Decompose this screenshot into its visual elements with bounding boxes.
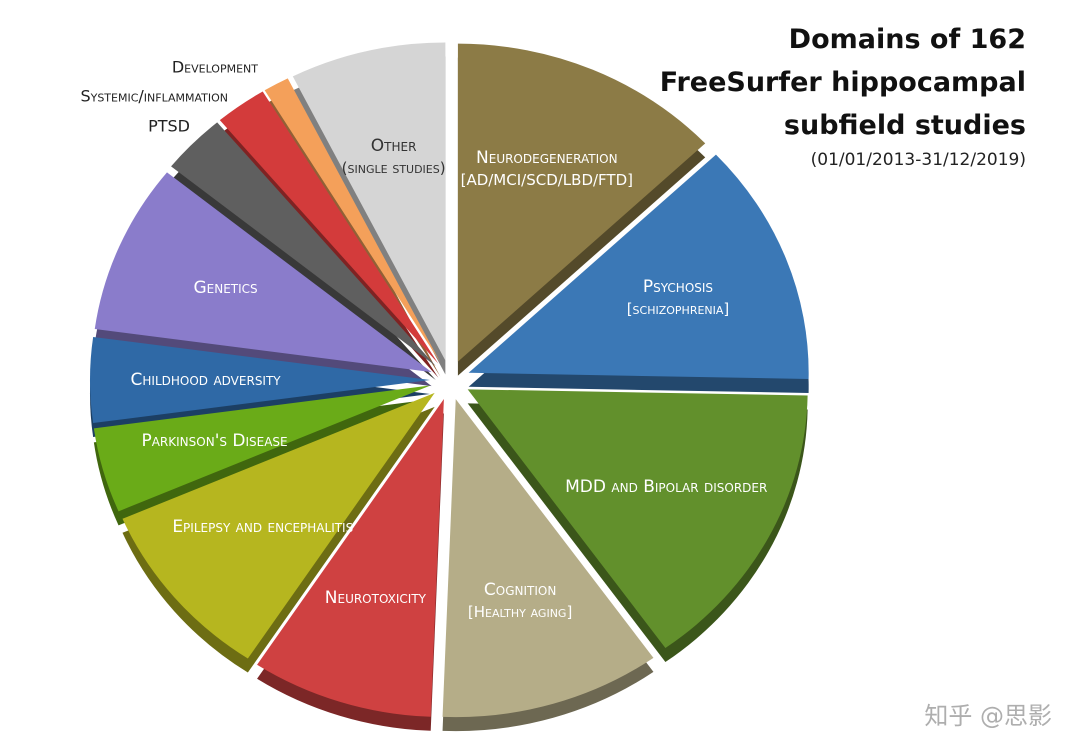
slice-label-box: Childhood adversity [91, 345, 321, 415]
slice [264, 78, 441, 363]
slice-label: Parkinson's Disease [100, 407, 330, 477]
slice-label: PTSD [148, 117, 190, 136]
slice [93, 385, 431, 512]
slice [457, 43, 706, 362]
slice-sublabel: (single studies) [341, 158, 446, 177]
slice-label-box: Neurotoxicity [260, 564, 490, 634]
slice-label: Other (single studies) [279, 121, 509, 191]
slice-label-text: Psychosis [642, 276, 714, 297]
slice-label: Epilepsy and encephalitis [148, 493, 378, 563]
slice [122, 392, 435, 659]
slice-label-text: Neurodegeneration [476, 148, 618, 169]
slice-sublabel: [Healthy aging] [467, 602, 573, 621]
slice-label-box: Neurodegeneration [AD/MCI/SCD/LBD/FTD] [432, 134, 662, 204]
slice [171, 122, 436, 366]
slice-label-text: MDD and Bipolar disorder [565, 476, 768, 497]
slice [94, 172, 432, 373]
slice-label-box: Genetics [111, 254, 341, 324]
chart-title: Domains of 162 FreeSurfer hippocampal su… [659, 24, 1026, 142]
slice-label-text: Neurotoxicity [324, 588, 426, 609]
slice-label: Cognition [Healthy aging] [405, 565, 635, 635]
slice-label: Psychosis [schizophrenia] [563, 262, 793, 332]
slice [467, 389, 808, 649]
slice-label-box: Parkinson's Disease [100, 407, 330, 477]
slice-label-text: Childhood adversity [130, 369, 281, 390]
slice-label-box: MDD and Bipolar disorder [551, 452, 781, 522]
slice-label: Neurodegeneration [AD/MCI/SCD/LBD/FTD] [432, 134, 662, 204]
slice-label-text: Cognition [483, 579, 557, 600]
slice-label-box: Cognition [Healthy aging] [405, 565, 635, 635]
slice-label-box: Other (single studies) [279, 121, 509, 191]
slice [468, 154, 809, 379]
slice-label: Development [172, 58, 258, 77]
slice-label-box: Psychosis [schizophrenia] [563, 262, 793, 332]
slice-label: Neurotoxicity [260, 564, 490, 634]
slice [219, 91, 439, 364]
slice-label: Childhood adversity [91, 345, 321, 415]
slice-label-text: Epilepsy and encephalitis [172, 517, 354, 538]
slice-label-text: Other [370, 135, 417, 156]
slice-sublabel: [schizophrenia] [626, 299, 730, 318]
slice-label-box: Epilepsy and encephalitis [148, 493, 378, 563]
slice-sublabel: [AD/MCI/SCD/LBD/FTD] [460, 171, 633, 190]
slice [292, 42, 446, 361]
slice [442, 399, 654, 718]
slice [90, 336, 431, 424]
slice-label: Systemic/inflammation [80, 87, 228, 106]
slice-label-text: Genetics [193, 278, 258, 299]
watermark: 知乎 @思影 [924, 702, 1052, 730]
slice-label: MDD and Bipolar disorder [551, 452, 781, 522]
slice [257, 399, 444, 717]
chart-subtitle: (01/01/2013-31/12/2019) [810, 150, 1026, 170]
slice-label: Genetics [111, 254, 341, 324]
slice-label-text: Parkinson's Disease [141, 431, 288, 452]
